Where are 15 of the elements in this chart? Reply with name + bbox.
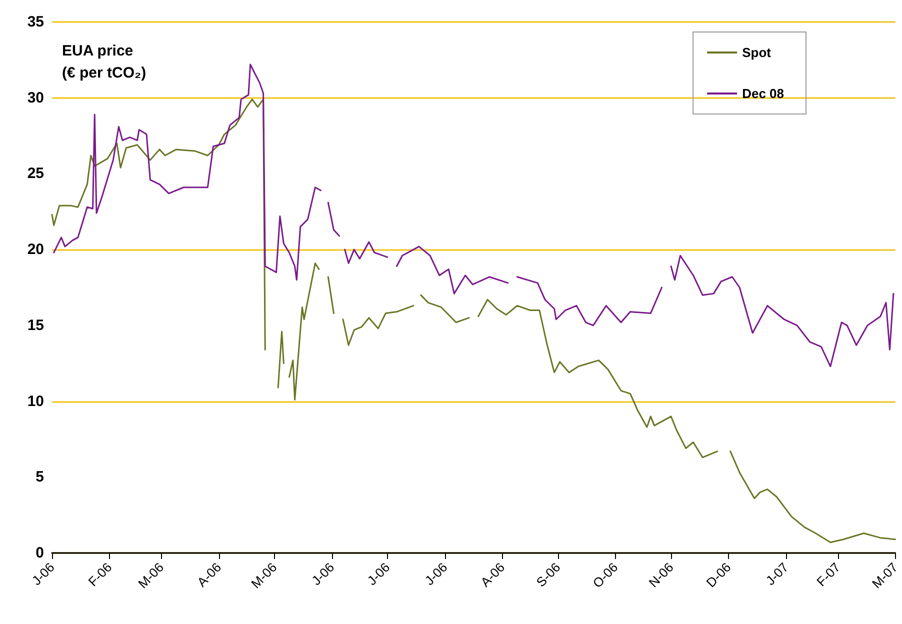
- y-tick-label: 15: [27, 316, 44, 334]
- y-axis-title: EUA price (€ per tCO₂): [62, 42, 146, 82]
- y-tick-label: 35: [27, 14, 44, 30]
- x-tick-label: J-06: [28, 560, 58, 588]
- x-tick-label: J-06: [308, 560, 338, 588]
- y-tick-label: 25: [27, 165, 44, 182]
- y-tick-label: 0: [36, 544, 44, 562]
- y-tick-label: 10: [27, 392, 44, 410]
- y-tick-label: 5: [36, 468, 44, 486]
- y-tick-label: 30: [27, 89, 44, 106]
- x-tick-label: J-06: [364, 560, 393, 588]
- legend-label: Spot: [742, 45, 772, 60]
- y-tick-label: 20: [27, 241, 44, 258]
- x-tick-label: J-06: [422, 560, 450, 588]
- legend-label: Dec 08: [742, 86, 784, 101]
